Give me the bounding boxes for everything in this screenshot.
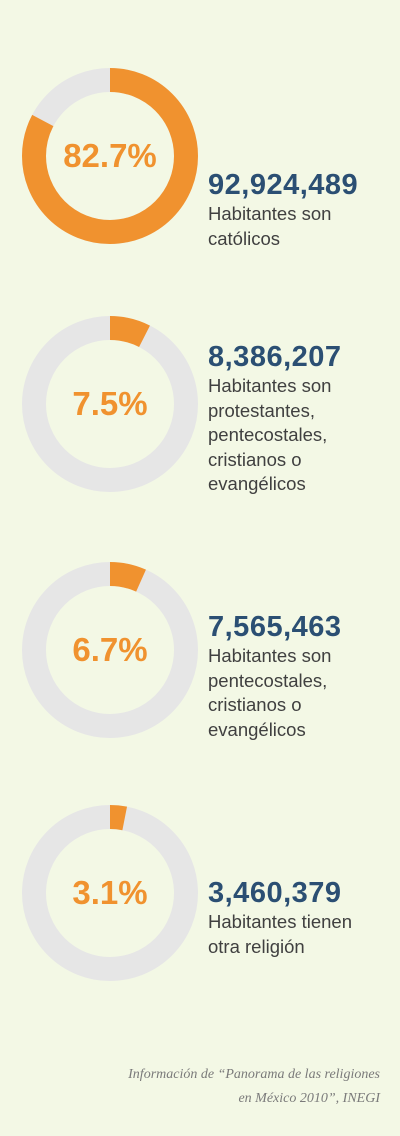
donut-arc (22, 316, 198, 492)
donut-arc (22, 562, 198, 738)
donut-arc (22, 805, 198, 981)
source-note: Información de “Panorama de las religion… (128, 1067, 380, 1106)
percent-label: 7.5% (72, 385, 148, 422)
donut-svg (22, 562, 198, 738)
donut-chart: 7.5% (22, 316, 198, 492)
donut-arc (22, 68, 198, 244)
stat-info: 8,386,207 Habitantes son protestantes, p… (208, 340, 393, 497)
donut-svg (22, 805, 198, 981)
population-description: Habitantes tienen otra religión (208, 911, 352, 957)
population-count: 8,386,207 (208, 341, 342, 373)
donut-chart: 82.7% (22, 68, 198, 244)
population-description: Habitantes son católicos (208, 203, 332, 249)
population-count: 92,924,489 (208, 169, 359, 201)
donut-chart: 3.1% (22, 805, 198, 981)
donut-chart: 6.7% (22, 562, 198, 738)
stat-info: 3,460,379 Habitantes tienen otra religió… (208, 876, 393, 959)
stat-info: 92,924,489 Habitantes son católicos (208, 168, 393, 251)
percent-label: 82.7% (63, 137, 157, 174)
stat-info: 7,565,463 Habitantes son pentecostales, … (208, 610, 393, 742)
donut-svg (22, 68, 198, 244)
population-description: Habitantes son pentecostales, cristianos… (208, 645, 332, 740)
percent-label: 3.1% (72, 874, 148, 911)
population-description: Habitantes son protestantes, pentecostal… (208, 375, 332, 494)
percent-label: 6.7% (72, 631, 148, 668)
population-count: 3,460,379 (208, 877, 342, 909)
population-count: 7,565,463 (208, 611, 342, 643)
donut-svg (22, 316, 198, 492)
